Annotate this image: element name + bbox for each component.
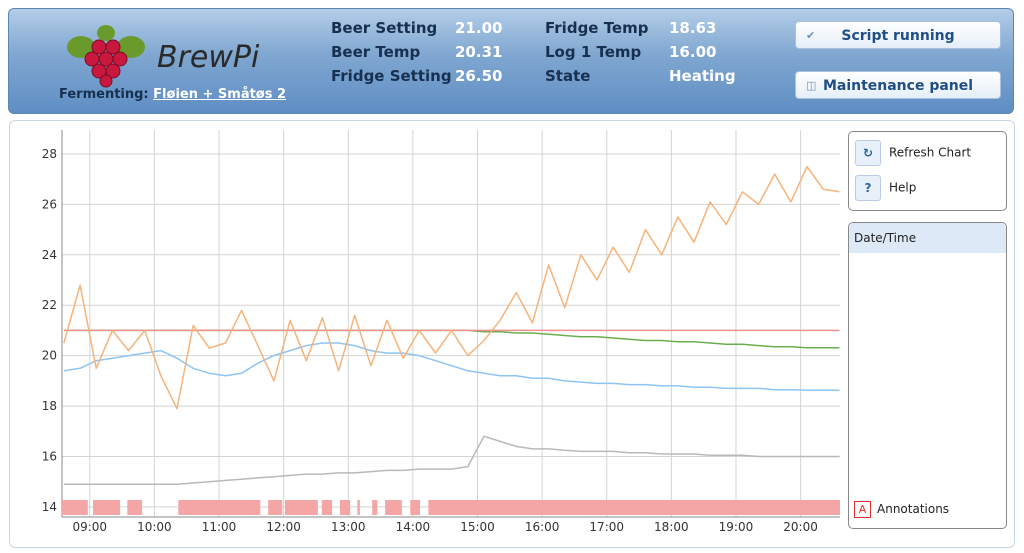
x-tick-label: 20:00 [783, 520, 818, 534]
heating-band [428, 500, 840, 515]
heating-band [372, 500, 378, 515]
help-button[interactable]: ? Help [855, 175, 916, 201]
stat-value: 16.00 [669, 43, 717, 61]
script-button[interactable]: ✔ Script running [795, 21, 1001, 49]
chart-controls: ↻ Refresh Chart ? Help [848, 131, 1007, 211]
legend-box: Date/Time A Annotations [848, 222, 1007, 529]
x-tick-label: 16:00 [525, 520, 560, 534]
series-line [63, 342, 840, 391]
logo: BrewPi [67, 25, 260, 88]
x-tick-label: 15:00 [460, 520, 495, 534]
y-tick-label: 16 [42, 449, 57, 463]
button-label: Refresh Chart [889, 145, 972, 160]
fermenting-label: Fermenting: [59, 87, 149, 102]
heating-band [339, 500, 351, 515]
stat-value: 20.31 [455, 43, 503, 61]
chart-panel [9, 120, 1015, 548]
y-tick-label: 26 [42, 197, 57, 211]
y-tick-label: 28 [42, 147, 57, 161]
heating-band [93, 500, 121, 515]
x-tick-label: 09:00 [72, 520, 107, 534]
heating-band [321, 500, 333, 515]
stat-value: 26.50 [455, 67, 503, 85]
heating-band [127, 500, 143, 515]
y-tick-label: 22 [42, 298, 57, 312]
heating-band [357, 500, 360, 515]
annotations-toggle[interactable]: A Annotations [854, 501, 949, 518]
button-label: Script running [841, 28, 955, 44]
button-label: Maintenance panel [822, 78, 974, 94]
stat-value: 21.00 [455, 19, 503, 37]
stat-label: State [545, 67, 591, 85]
y-tick-label: 14 [42, 500, 57, 514]
x-tick-label: 13:00 [331, 520, 366, 534]
maintenance-button[interactable]: ◫ Maintenance panel [795, 71, 1001, 99]
refresh-button[interactable]: ↻ Refresh Chart [855, 140, 971, 166]
heating-band [268, 500, 283, 515]
header: BrewPi Fermenting: Fløien + Småtøs 2 Bee… [8, 8, 1014, 114]
beer-link[interactable]: Fløien + Småtøs 2 [153, 87, 287, 102]
x-tick-label: 12:00 [266, 520, 301, 534]
stat-label: Beer Setting [331, 19, 438, 37]
x-tick-label: 17:00 [589, 520, 624, 534]
heating-band [284, 500, 318, 515]
x-tick-label: 11:00 [202, 520, 237, 534]
heating-band [385, 500, 402, 515]
button-label: Help [889, 180, 917, 195]
fermenting: Fermenting: Fløien + Småtøs 2 [59, 87, 286, 102]
y-tick-label: 20 [42, 349, 57, 363]
annotation-icon: A [854, 501, 871, 518]
y-tick-label: 24 [42, 248, 57, 262]
stat-label: Log 1 Temp [545, 43, 642, 61]
stat-label: Fridge Setting [331, 67, 452, 85]
annotations-label: Annotations [877, 502, 950, 516]
heating-band [178, 500, 261, 515]
stat-value: 18.63 [669, 19, 717, 37]
heating-band [410, 500, 420, 515]
stat-label: Fridge Temp [545, 19, 649, 37]
legend-header: Date/Time [849, 223, 1006, 253]
stat-value: Heating [669, 67, 736, 85]
x-tick-label: 14:00 [396, 520, 431, 534]
series-line [63, 435, 840, 485]
x-tick-label: 19:00 [719, 520, 754, 534]
y-tick-label: 18 [42, 399, 57, 413]
x-tick-label: 18:00 [654, 520, 689, 534]
series-line [63, 165, 840, 410]
heating-band [62, 500, 88, 515]
logo-text: BrewPi [157, 40, 260, 75]
series-line [63, 329, 840, 349]
stat-label: Beer Temp [331, 43, 421, 61]
x-tick-label: 10:00 [137, 520, 172, 534]
